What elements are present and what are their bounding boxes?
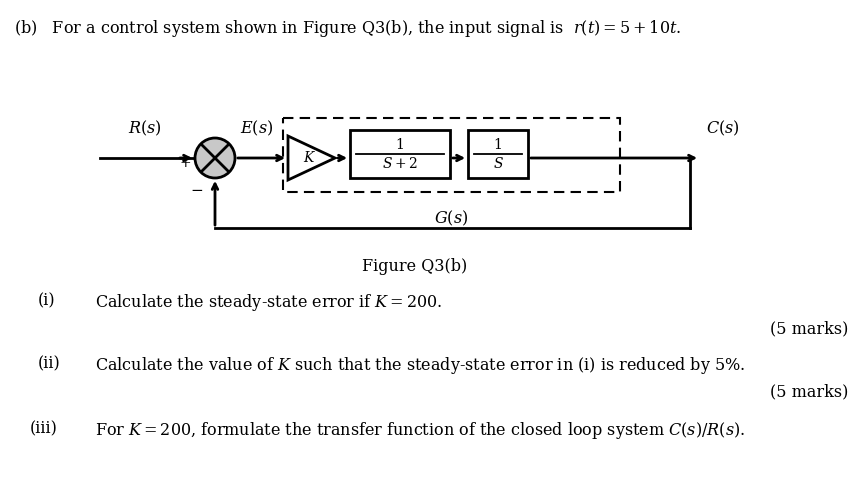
Text: (i): (i) [38,292,55,309]
Text: (b)   For a control system shown in Figure Q3(b), the input signal is  $r(t) = 5: (b) For a control system shown in Figure… [14,18,682,39]
Text: $C(s)$: $C(s)$ [706,119,740,138]
Text: For $K = 200$, formulate the transfer function of the closed loop system $C(s)/R: For $K = 200$, formulate the transfer fu… [95,420,746,441]
Text: $S+2$: $S+2$ [382,156,418,171]
Text: $R(s)$: $R(s)$ [128,119,162,138]
Bar [283,118,620,192]
Text: +: + [179,156,191,170]
Text: (5 marks): (5 marks) [770,320,848,337]
Text: −: − [191,184,204,198]
Text: Calculate the steady-state error if $K = 200$.: Calculate the steady-state error if $K =… [95,292,443,313]
Text: Figure Q3(b): Figure Q3(b) [362,258,468,275]
Bar [350,130,450,178]
Text: (ii): (ii) [38,355,61,372]
Text: (5 marks): (5 marks) [770,383,848,400]
Text: $K$: $K$ [303,150,316,166]
Text: $S$: $S$ [493,156,503,171]
Text: (iii): (iii) [30,420,58,437]
Bar [468,130,528,178]
Text: 1: 1 [396,138,404,152]
Circle shape [195,138,235,178]
Text: Calculate the value of $K$ such that the steady-state error in (i) is reduced by: Calculate the value of $K$ such that the… [95,355,746,376]
Text: 1: 1 [494,138,502,152]
Text: $E(s)$: $E(s)$ [240,119,274,138]
Text: $G(s)$: $G(s)$ [435,209,469,228]
